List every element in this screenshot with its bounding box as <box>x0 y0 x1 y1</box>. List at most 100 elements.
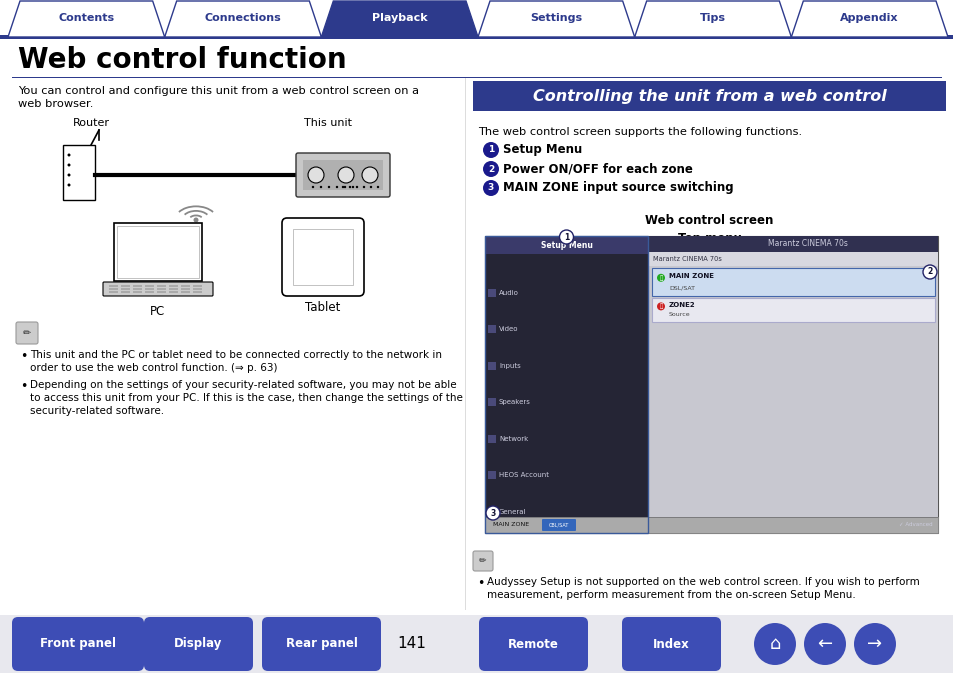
Circle shape <box>482 161 498 177</box>
FancyBboxPatch shape <box>16 322 38 344</box>
Bar <box>181 291 190 293</box>
Bar <box>193 288 202 290</box>
Circle shape <box>657 302 664 310</box>
Bar <box>169 285 178 287</box>
Text: 1: 1 <box>487 145 494 155</box>
Circle shape <box>308 167 324 183</box>
Text: General: General <box>498 509 526 515</box>
Circle shape <box>753 623 795 665</box>
Text: Network: Network <box>498 435 528 441</box>
Bar <box>157 288 166 290</box>
Text: ZONE2: ZONE2 <box>668 302 695 308</box>
FancyBboxPatch shape <box>262 617 380 671</box>
Text: Video: Video <box>498 326 518 332</box>
Bar <box>651 298 934 322</box>
Text: Marantz CINEMA 70s: Marantz CINEMA 70s <box>767 240 847 248</box>
Bar <box>121 288 130 290</box>
Bar <box>181 285 190 287</box>
Bar <box>157 285 166 287</box>
Text: Speakers: Speakers <box>498 399 530 405</box>
Bar <box>488 361 496 369</box>
Circle shape <box>853 623 895 665</box>
Text: 141: 141 <box>397 637 426 651</box>
Circle shape <box>68 184 71 186</box>
Bar <box>488 471 496 479</box>
Text: PC: PC <box>151 305 166 318</box>
Bar <box>488 435 496 443</box>
Circle shape <box>352 186 354 188</box>
Text: ⏻: ⏻ <box>659 304 662 309</box>
Circle shape <box>485 506 499 520</box>
Text: This unit and the PC or tablet need to be connected correctly to the network in
: This unit and the PC or tablet need to b… <box>30 350 441 374</box>
Text: •: • <box>20 380 28 393</box>
Polygon shape <box>477 1 634 37</box>
Text: Router: Router <box>73 118 110 128</box>
Text: ⏻: ⏻ <box>659 275 662 281</box>
Text: •: • <box>20 350 28 363</box>
Circle shape <box>343 186 346 188</box>
Circle shape <box>68 153 71 157</box>
Text: DSL/SAT: DSL/SAT <box>668 285 695 290</box>
Text: 2: 2 <box>926 267 932 277</box>
Bar <box>145 288 153 290</box>
Bar <box>157 291 166 293</box>
Text: Front panel: Front panel <box>40 637 116 651</box>
FancyBboxPatch shape <box>282 218 364 296</box>
Circle shape <box>803 623 845 665</box>
Bar <box>651 268 934 296</box>
Bar <box>121 291 130 293</box>
Circle shape <box>482 180 498 196</box>
Text: Web control function: Web control function <box>18 46 346 74</box>
Bar <box>648 252 937 517</box>
FancyBboxPatch shape <box>541 519 576 531</box>
Text: 1: 1 <box>563 232 569 242</box>
Bar <box>484 517 937 533</box>
Circle shape <box>355 186 357 188</box>
Circle shape <box>335 186 338 188</box>
FancyBboxPatch shape <box>473 551 493 571</box>
Bar <box>0 35 953 39</box>
Text: Playback: Playback <box>372 13 427 23</box>
Circle shape <box>362 186 365 188</box>
Circle shape <box>482 142 498 158</box>
Text: Rear panel: Rear panel <box>285 637 357 651</box>
FancyBboxPatch shape <box>295 153 390 197</box>
Bar <box>488 325 496 333</box>
Bar <box>132 291 142 293</box>
Bar <box>648 236 937 252</box>
Text: Remote: Remote <box>508 637 558 651</box>
Text: CBL/SAT: CBL/SAT <box>548 522 569 528</box>
Bar <box>109 291 118 293</box>
Text: Audyssey Setup is not supported on the web control screen. If you wish to perfor: Audyssey Setup is not supported on the w… <box>486 577 919 600</box>
Text: 3: 3 <box>487 184 494 192</box>
Bar <box>109 288 118 290</box>
Bar <box>293 229 353 285</box>
Bar <box>117 226 199 278</box>
Polygon shape <box>634 1 790 37</box>
Bar <box>145 285 153 287</box>
Bar <box>63 145 95 200</box>
Text: Web control screen
Top menu: Web control screen Top menu <box>644 214 773 245</box>
Circle shape <box>361 167 377 183</box>
Bar <box>109 285 118 287</box>
Text: ⌂: ⌂ <box>768 635 780 653</box>
Circle shape <box>328 186 330 188</box>
Bar <box>484 236 647 254</box>
Text: 3: 3 <box>490 509 496 518</box>
FancyBboxPatch shape <box>103 282 213 296</box>
Text: •: • <box>476 577 484 590</box>
Text: ✓ Advanced: ✓ Advanced <box>899 522 932 528</box>
Text: Display: Display <box>174 637 222 651</box>
Circle shape <box>349 186 351 188</box>
Text: Tips: Tips <box>700 13 725 23</box>
Text: HEOS Account: HEOS Account <box>498 472 548 479</box>
Text: Connections: Connections <box>204 13 281 23</box>
Bar <box>488 289 496 297</box>
Circle shape <box>68 174 71 176</box>
Text: MAIN ZONE: MAIN ZONE <box>668 273 713 279</box>
Bar <box>464 78 465 610</box>
Text: Setup Menu: Setup Menu <box>502 143 581 157</box>
FancyBboxPatch shape <box>12 617 144 671</box>
Circle shape <box>376 186 378 188</box>
Bar <box>145 291 153 293</box>
